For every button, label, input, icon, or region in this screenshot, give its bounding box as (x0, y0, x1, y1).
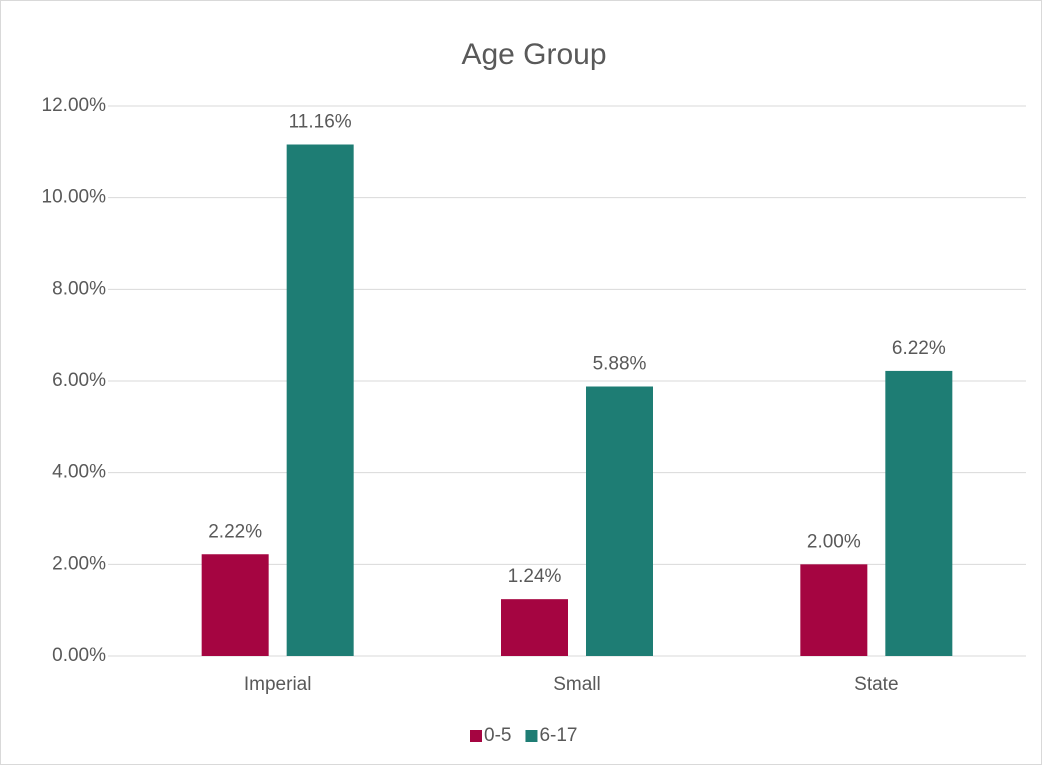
data-label: 6.22% (892, 338, 946, 359)
legend-swatch (525, 730, 538, 742)
y-tick-label: 8.00% (52, 278, 106, 299)
data-label: 1.24% (508, 566, 562, 587)
data-label: 2.00% (807, 531, 861, 552)
data-label: 11.16% (289, 112, 352, 133)
legend-swatch (470, 730, 482, 742)
x-tick-label: Imperial (244, 674, 312, 695)
y-tick-label: 2.00% (52, 553, 106, 574)
data-label: 2.22% (208, 521, 262, 542)
data-label: 5.88% (593, 354, 647, 375)
x-tick-label: Small (553, 674, 601, 695)
y-tick-label: 12.00% (42, 95, 107, 116)
bar (501, 599, 568, 656)
bar (800, 564, 868, 656)
bar (586, 386, 653, 656)
x-tick-label: State (854, 674, 898, 695)
bar (201, 554, 269, 656)
legend-label: 6-17 (539, 725, 577, 746)
y-tick-label: 6.00% (52, 370, 106, 391)
y-tick-label: 4.00% (52, 462, 106, 483)
bar (885, 370, 953, 656)
legend-label: 0-5 (484, 725, 511, 746)
y-tick-label: 10.00% (42, 187, 107, 208)
bar (286, 144, 354, 656)
y-tick-label: 0.00% (52, 645, 106, 666)
chart-title: Age Group (461, 38, 606, 71)
